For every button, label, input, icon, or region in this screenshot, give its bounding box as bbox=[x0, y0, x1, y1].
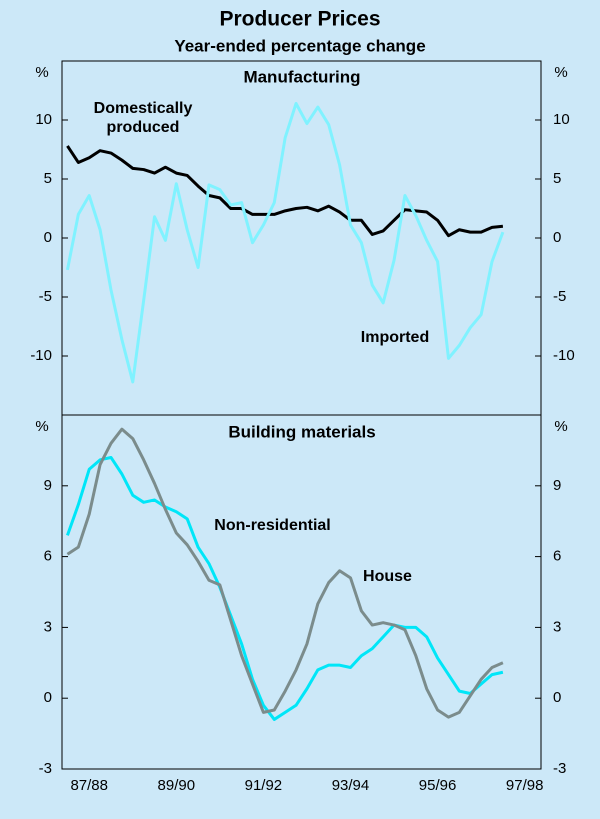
series-line bbox=[66, 145, 504, 238]
y-tick-label: 3 bbox=[44, 618, 52, 635]
y-tick-label: -10 bbox=[553, 347, 575, 364]
panel-title: Building materials bbox=[228, 422, 375, 441]
series-label: House bbox=[363, 568, 412, 585]
y-tick-label: -5 bbox=[553, 288, 566, 305]
x-tick-label: 93/94 bbox=[332, 777, 370, 794]
series-line bbox=[66, 427, 504, 719]
y-unit: % bbox=[554, 64, 567, 81]
x-tick-label: 91/92 bbox=[245, 777, 283, 794]
y-tick-label: 3 bbox=[553, 618, 561, 635]
series-label: Domestically produced bbox=[93, 100, 193, 136]
series-line bbox=[65, 101, 505, 384]
y-tick-label: -3 bbox=[39, 760, 52, 777]
y-unit: % bbox=[35, 418, 48, 435]
y-tick-label: 0 bbox=[44, 689, 52, 706]
y-tick-label: 10 bbox=[35, 111, 52, 128]
y-tick-label: -3 bbox=[553, 760, 566, 777]
x-tick-label: 89/90 bbox=[158, 777, 196, 794]
y-unit: % bbox=[35, 64, 48, 81]
y-tick-label: -10 bbox=[30, 347, 52, 364]
y-tick-label: 0 bbox=[553, 229, 561, 246]
series-line bbox=[66, 455, 504, 721]
y-tick-label: 0 bbox=[44, 229, 52, 246]
y-tick-label: 5 bbox=[44, 170, 52, 187]
series-label: Imported bbox=[360, 329, 430, 346]
panel-title: Manufacturing bbox=[243, 67, 360, 86]
y-tick-label: 0 bbox=[553, 689, 561, 706]
chart-subtitle: Year-ended percentage change bbox=[174, 36, 425, 55]
y-tick-label: 9 bbox=[44, 477, 52, 494]
x-tick-label: 87/88 bbox=[70, 777, 108, 794]
y-unit: % bbox=[554, 418, 567, 435]
y-tick-label: 9 bbox=[553, 477, 561, 494]
x-tick-label: 97/98 bbox=[506, 777, 544, 794]
x-tick-label: 95/96 bbox=[419, 777, 457, 794]
series-label: Non-residential bbox=[214, 517, 331, 534]
y-tick-label: -5 bbox=[39, 288, 52, 305]
y-tick-label: 6 bbox=[553, 548, 561, 565]
y-tick-label: 10 bbox=[553, 111, 570, 128]
y-tick-label: 5 bbox=[553, 170, 561, 187]
y-tick-label: 6 bbox=[44, 548, 52, 565]
chart-title: Producer Prices bbox=[219, 8, 380, 31]
